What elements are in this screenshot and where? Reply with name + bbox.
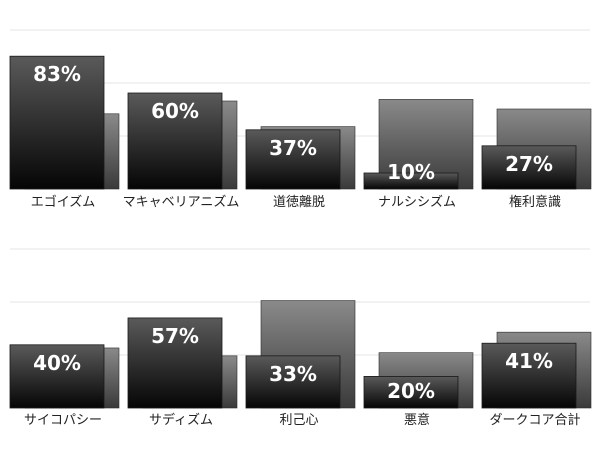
bar-front	[363, 172, 459, 190]
data-label: 27%	[505, 152, 553, 176]
data-label: 20%	[387, 379, 435, 403]
bar-front	[245, 129, 341, 190]
bar-front	[9, 55, 105, 190]
bar-front	[127, 92, 223, 190]
bar-front	[363, 375, 459, 409]
category-label: サイコパシー	[24, 413, 102, 428]
category-label: サディズム	[149, 412, 213, 428]
category-label: 利己心	[279, 413, 318, 428]
data-label: 33%	[269, 362, 317, 386]
data-label: 10%	[387, 160, 435, 184]
bar-front	[481, 342, 577, 409]
bar-front	[127, 317, 223, 409]
category-label: エゴイズム	[31, 194, 96, 210]
data-label: 83%	[33, 62, 81, 86]
data-label: 60%	[151, 99, 199, 123]
category-label: ナルシシズム	[378, 194, 456, 210]
chart-panel-top: 83% エゴイズム 60% マキャベリアニズム 37% 道徳離脱 10% ナルシシズム 27% 権…	[9, 29, 592, 210]
category-label: ダークコア合計	[489, 412, 580, 428]
bar-front	[9, 344, 105, 409]
data-label: 41%	[505, 349, 553, 373]
bar-front	[245, 355, 341, 409]
data-label: 37%	[269, 136, 317, 160]
category-label: 権利意識	[509, 194, 561, 210]
chart-panel-bottom: 40% サイコパシー 57% サディズム 33% 利己心 20% 悪意 41% ダークコア合計	[9, 248, 592, 428]
category-label: 道徳離脱	[273, 195, 325, 210]
category-label: マキャベリアニズム	[123, 194, 240, 210]
data-label: 57%	[151, 324, 199, 348]
data-label: 40%	[33, 351, 81, 375]
category-label: 悪意	[404, 412, 430, 428]
bar-front	[481, 145, 577, 190]
